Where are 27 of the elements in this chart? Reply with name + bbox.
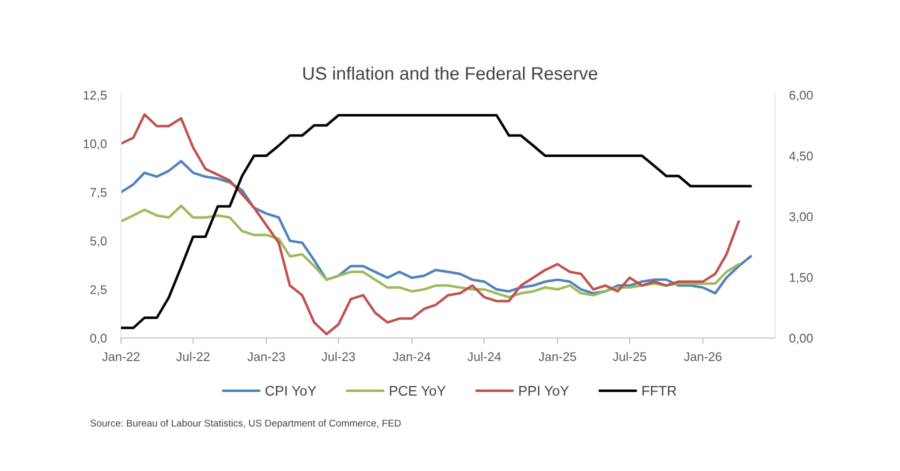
x-tick-label: Jul-23 [322,352,355,362]
y-tick-label: 10,0 [84,139,107,150]
x-tick-label: Jul-22 [176,352,210,362]
x-tick-label: Jan-24 [392,352,430,362]
x-tick-label: Jul-24 [467,352,501,362]
legend-label: PCE YoY [390,386,446,396]
legend-label: CPI YoY [266,386,316,396]
y2-tick-label: 1,50 [790,273,813,284]
y-tick-label: 0,0 [90,334,107,344]
y2-tick-label: 0,00 [789,334,813,344]
source-note: Source: Bureau of Labour Statistics, US Department of Commerce, FED [90,419,401,429]
y-tick-label: 7,5 [90,188,107,198]
legend-label: PPI YoY [519,386,569,396]
chart-title: US inflation and the Federal Reserve [303,66,598,80]
legend-label: FFTR [642,386,676,396]
y-tick-label: 12,5 [84,90,107,102]
line-series [121,204,740,298]
y2-tick-label: 6,00 [790,90,813,102]
x-tick-label: Jan-23 [247,352,285,362]
x-tick-label: Jan-26 [684,352,722,362]
y2-tick-label: 4,50 [789,152,813,162]
x-tick-label: Jan-22 [102,352,140,362]
y-tick-label: 5,0 [90,236,107,247]
x-tick-label: Jul-25 [612,352,646,362]
x-tick-label: Jan-25 [538,352,576,362]
y2-tick-label: 3,00 [789,212,813,223]
y-tick-label: 2,5 [90,285,107,296]
